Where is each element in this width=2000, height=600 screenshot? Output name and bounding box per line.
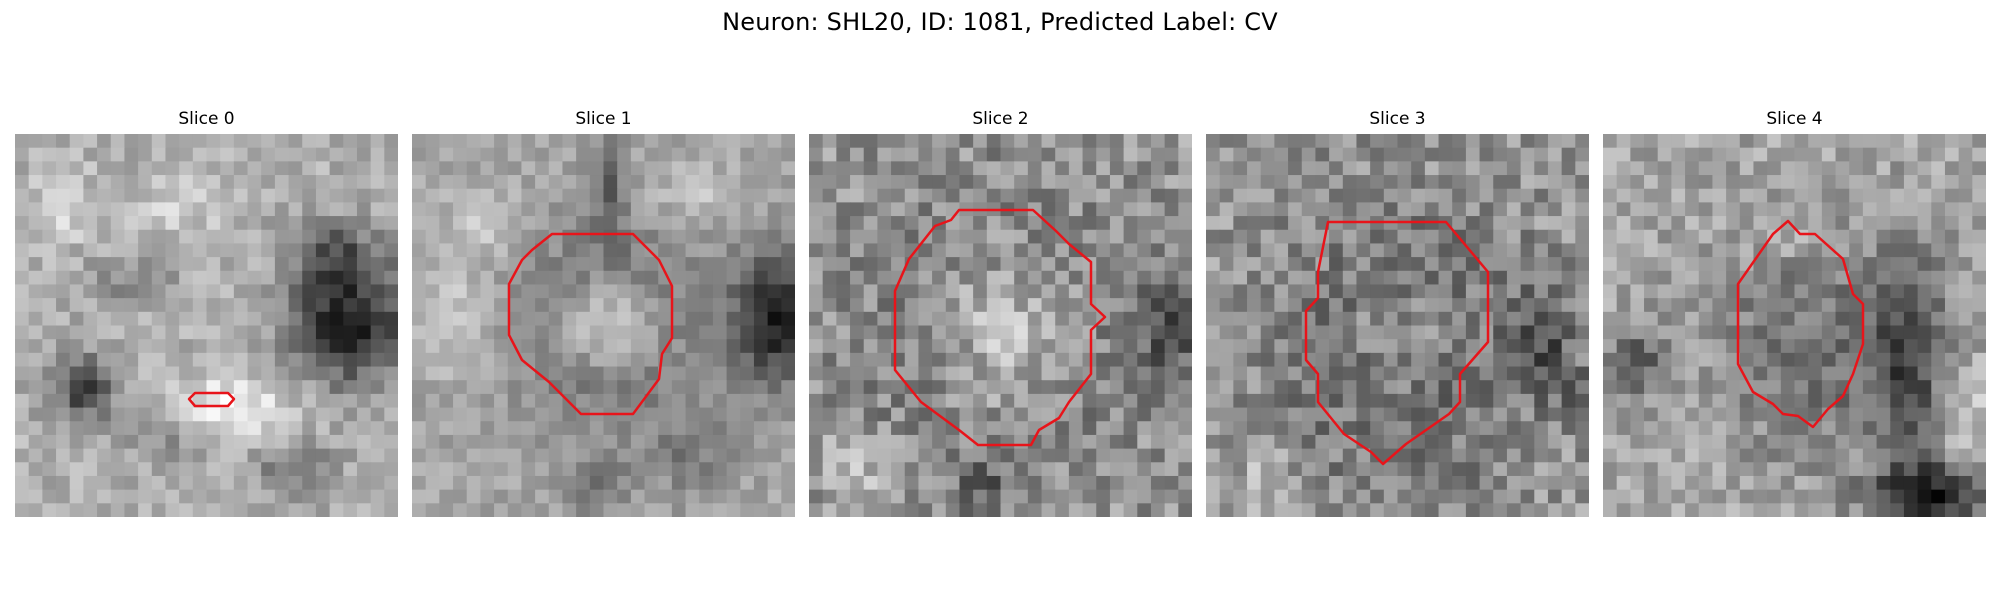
slice-title-4: Slice 4 [1603,108,1986,130]
grayscale-micrograph-0 [15,134,398,517]
slice-panel-0: Slice 0 [15,108,398,517]
slice-title-1: Slice 1 [412,108,795,130]
slice-image-0 [15,134,398,517]
slice-panel-1: Slice 1 [412,108,795,517]
slice-title-3: Slice 3 [1206,108,1589,130]
slice-title-0: Slice 0 [15,108,398,130]
slice-image-2 [809,134,1192,517]
slice-title-2: Slice 2 [809,108,1192,130]
slice-image-4 [1603,134,1986,517]
grayscale-micrograph-1 [412,134,795,517]
figure-title: Neuron: SHL20, ID: 1081, Predicted Label… [0,8,2000,36]
slice-panel-3: Slice 3 [1206,108,1589,517]
slice-panel-4: Slice 4 [1603,108,1986,517]
grayscale-micrograph-4 [1603,134,1986,517]
slice-image-1 [412,134,795,517]
grayscale-micrograph-2 [809,134,1192,517]
slice-panel-2: Slice 2 [809,108,1192,517]
grayscale-micrograph-3 [1206,134,1589,517]
slice-image-3 [1206,134,1589,517]
